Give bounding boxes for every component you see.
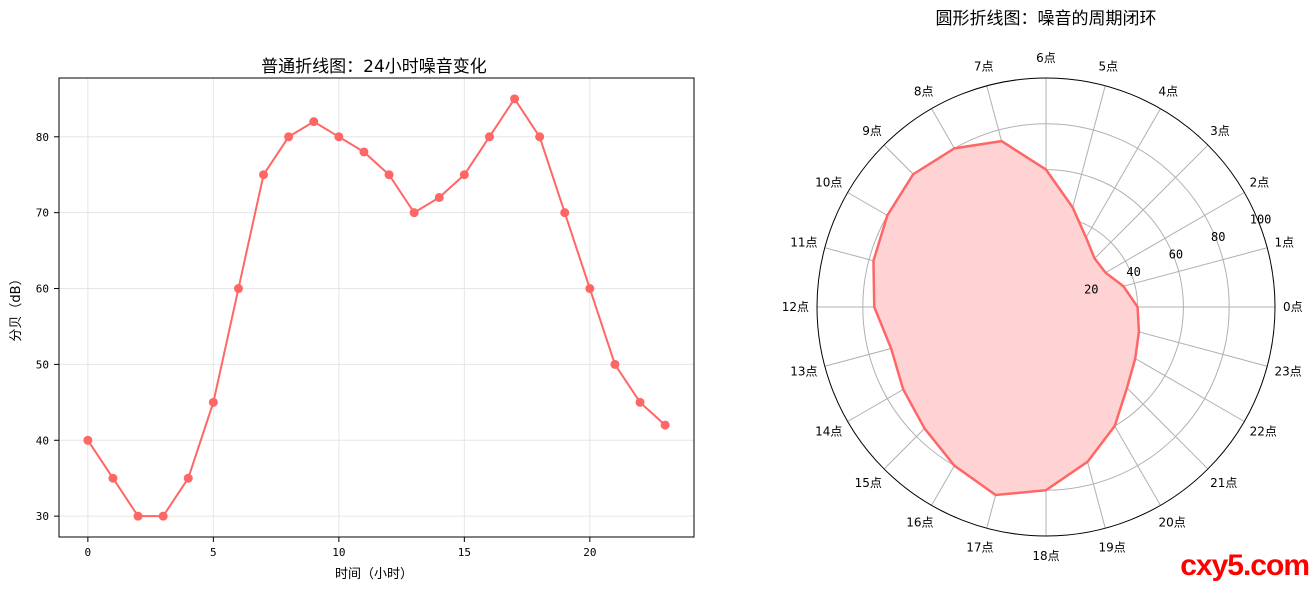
x-tick-label: 15	[458, 546, 471, 559]
polar-angle-label: 7点	[974, 59, 994, 73]
polar-angle-label: 14点	[815, 425, 842, 439]
polar-radial-label: 20	[1084, 282, 1098, 296]
polar-angle-label: 4点	[1159, 84, 1179, 98]
data-point	[635, 397, 645, 407]
polar-chart: 圆形折线图：噪音的周期闭环 0点 1点 2点 3点 4点 5点 6点 7点 8点 9点 10点 11点…	[782, 9, 1303, 563]
data-point	[434, 192, 444, 202]
polar-angle-label: 1点	[1275, 236, 1295, 250]
data-point	[334, 132, 344, 142]
polar-angle-label: 13点	[790, 364, 817, 378]
polar-angle-label: 11点	[790, 236, 817, 250]
x-tick-label: 10	[332, 546, 345, 559]
polar-outer-ring	[816, 77, 1276, 537]
y-tick-label: 50	[36, 358, 49, 371]
line-chart-frame	[58, 77, 695, 538]
polar-angle-label: 16点	[906, 516, 933, 530]
polar-angle-label: 3点	[1210, 124, 1230, 138]
data-point	[183, 473, 193, 483]
polar-angle-label: 21点	[1210, 476, 1237, 490]
line-series	[87, 97, 666, 518]
data-point	[259, 170, 269, 180]
polar-radial-label: 80	[1211, 230, 1225, 244]
data-point	[359, 147, 369, 157]
data-point	[233, 284, 243, 294]
data-point	[459, 170, 469, 180]
watermark: cxy5.com	[1180, 549, 1310, 582]
polar-angle-label: 5点	[1098, 59, 1118, 73]
polar-angle-label: 17点	[966, 541, 993, 555]
data-point	[585, 284, 595, 294]
data-point	[610, 359, 620, 369]
polar-series-fill	[873, 141, 1139, 496]
line-chart-grid	[59, 78, 694, 537]
y-tick-label: 60	[36, 283, 49, 296]
data-point	[309, 117, 319, 127]
polar-angle-label: 18点	[1032, 549, 1059, 563]
polar-angle-labels: 0点 1点 2点 3点 4点 5点 6点 7点 8点 9点 10点 11点 12点 13点 14点 15点 16…	[782, 51, 1303, 563]
polar-angle-label: 6点	[1036, 51, 1056, 65]
polar-angle-label: 12点	[782, 300, 809, 314]
data-point	[158, 511, 168, 521]
polar-angle-label: 15点	[855, 476, 882, 490]
x-axis-label: 时间（小时）	[335, 567, 413, 582]
polar-angle-label: 22点	[1250, 425, 1277, 439]
data-point	[560, 208, 570, 218]
data-point	[660, 420, 670, 430]
polar-angle-label: 0点	[1283, 300, 1303, 314]
polar-chart-title: 圆形折线图：噪音的周期闭环	[936, 9, 1157, 29]
polar-angle-label: 20点	[1159, 516, 1186, 530]
data-point	[409, 208, 419, 218]
line-chart-ticks: 0 5 10 15 20 30 40 50 60 70 80	[36, 131, 597, 559]
polar-angle-label: 23点	[1275, 364, 1302, 378]
polar-radial-label: 40	[1126, 265, 1140, 279]
polar-radial-label: 60	[1169, 247, 1183, 261]
polar-angle-label: 10点	[815, 176, 842, 190]
data-point	[284, 132, 294, 142]
polar-angle-label: 2点	[1250, 176, 1270, 190]
data-point	[208, 397, 218, 407]
y-tick-label: 70	[36, 207, 49, 220]
y-tick-label: 40	[36, 434, 49, 447]
y-tick-label: 30	[36, 510, 49, 523]
line-chart: 普通折线图：24小时噪音变化 0 5 10 15 20 30 40 50 60 70 80 时间（小…	[9, 57, 695, 582]
data-point	[535, 132, 545, 142]
data-point	[384, 170, 394, 180]
polar-series-line	[872, 139, 1141, 497]
polar-angle-label: 9点	[862, 124, 882, 138]
data-point	[108, 473, 118, 483]
x-tick-label: 0	[85, 546, 92, 559]
data-point	[133, 511, 143, 521]
x-tick-label: 20	[583, 546, 596, 559]
data-point	[484, 132, 494, 142]
data-point	[510, 94, 520, 104]
data-point	[83, 435, 93, 445]
x-tick-label: 5	[210, 546, 217, 559]
polar-radial-label: 100	[1250, 212, 1272, 226]
line-chart-title: 普通折线图：24小时噪音变化	[261, 57, 487, 77]
line-series-points	[83, 94, 670, 521]
y-axis-label: 分贝（dB）	[9, 272, 24, 341]
polar-angle-label: 19点	[1098, 541, 1125, 555]
y-tick-label: 80	[36, 131, 49, 144]
polar-radial-labels: 20 40 60 80 100	[1084, 212, 1271, 296]
polar-angle-label: 8点	[914, 84, 934, 98]
